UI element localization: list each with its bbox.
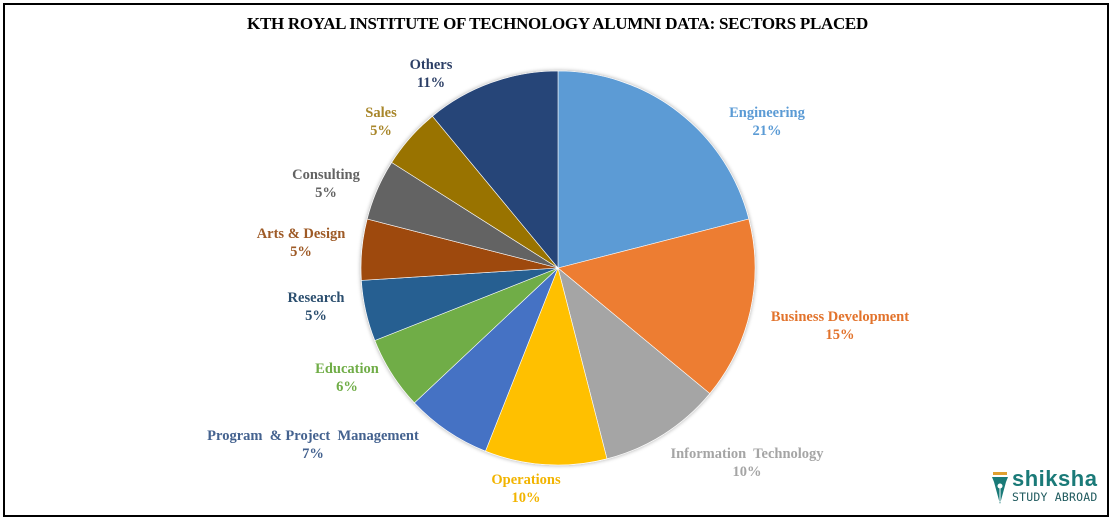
pie-slice-information-technology (557, 267, 711, 460)
data-label-percent: 10% (511, 490, 541, 506)
data-label-category: Program & Project Management (207, 428, 419, 444)
data-label: Sales 5% (365, 104, 396, 140)
chart-frame (3, 3, 1109, 517)
data-label-percent: 10% (732, 464, 762, 480)
data-label: Others 11% (410, 56, 453, 92)
data-label: Consulting 5% (292, 166, 360, 202)
data-label: Arts & Design 5% (257, 225, 346, 261)
data-label: Operations 10% (491, 471, 560, 507)
data-label-percent: 21% (752, 123, 782, 139)
data-label: Engineering 21% (729, 104, 805, 140)
data-label: Information Technology 10% (670, 445, 823, 481)
data-label-category: Education (315, 361, 379, 377)
data-label: Education 6% (315, 360, 379, 396)
chart-title: KTH ROYAL INSTITUTE OF TECHNOLOGY ALUMNI… (247, 14, 868, 33)
data-label-percent: 6% (336, 379, 358, 395)
data-label-percent: 5% (315, 185, 337, 201)
data-label-category: Business Development (770, 309, 910, 325)
data-label: Program & Project Management 7% (207, 427, 419, 463)
data-label-percent: 5% (305, 308, 327, 324)
data-label-percent: 15% (825, 327, 855, 343)
logo-brand: shiksha (1012, 466, 1098, 491)
data-label: Business Development 15% (771, 308, 909, 344)
data-label: Research 5% (288, 289, 345, 325)
pie-slice-others (432, 70, 559, 269)
data-label-category: Arts & Design (256, 226, 346, 242)
logo-subtitle: STUDY ABROAD (1012, 490, 1098, 504)
data-label-percent: 11% (416, 75, 446, 91)
data-label-category: Research (287, 290, 345, 306)
data-label-category: Others (409, 57, 453, 73)
pen-nib-icon (992, 472, 1008, 504)
data-label-category: Engineering (729, 105, 805, 121)
pie-slice-business-development (557, 218, 756, 394)
data-label-percent: 5% (290, 244, 312, 260)
data-label-category: Sales (365, 105, 397, 121)
data-label-percent: 7% (302, 446, 324, 462)
data-label-category: Information Technology (670, 446, 824, 462)
data-label-category: Operations (491, 472, 561, 488)
shiksha-logo: shiksha STUDY ABROAD (990, 466, 1105, 510)
pie-slice-engineering (557, 70, 750, 269)
pie-slice-operations (485, 267, 608, 466)
data-label-percent: 5% (370, 123, 392, 139)
data-label-category: Consulting (292, 167, 360, 183)
